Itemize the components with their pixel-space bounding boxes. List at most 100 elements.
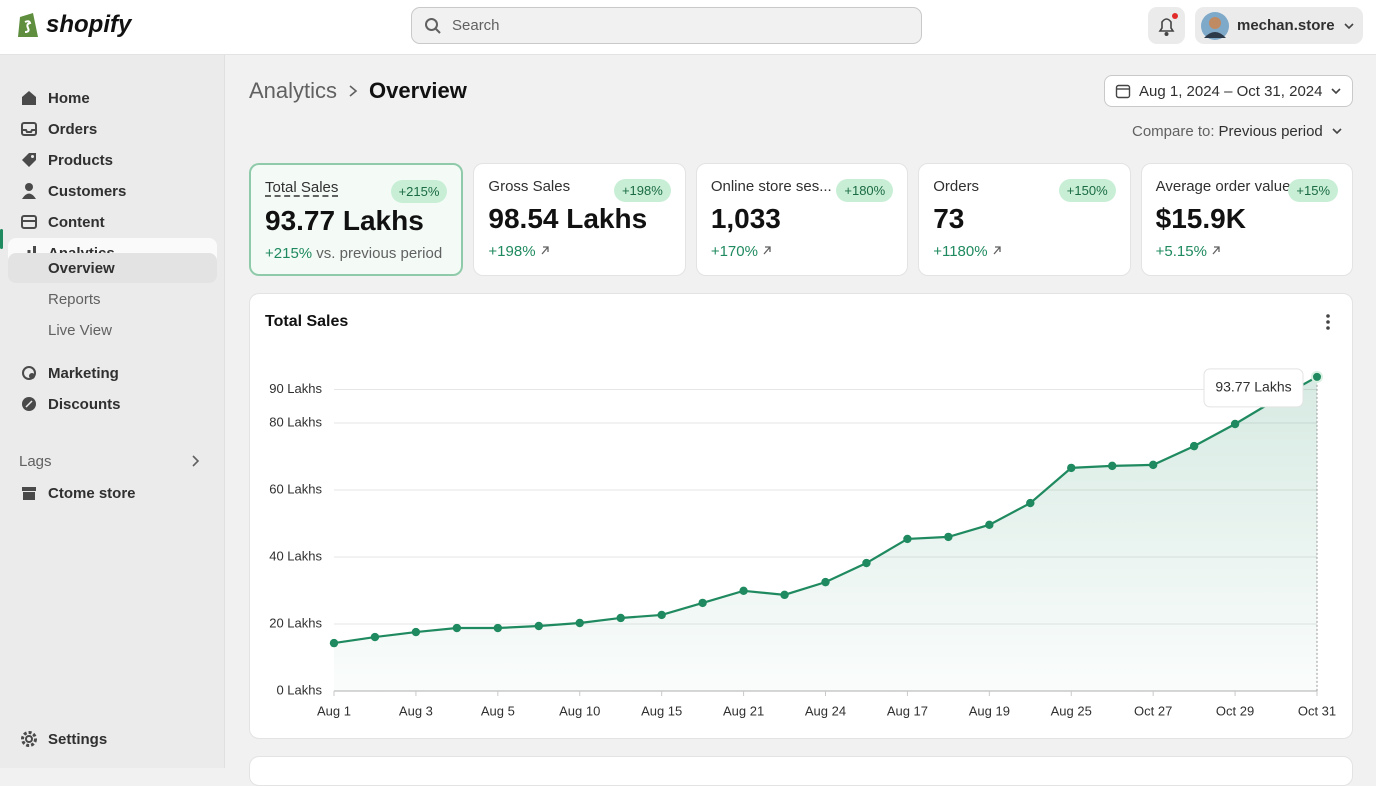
point bbox=[1067, 463, 1076, 473]
nav-label: Reports bbox=[48, 290, 101, 308]
notifications-button[interactable] bbox=[1148, 7, 1185, 44]
point bbox=[575, 618, 584, 628]
bell-icon bbox=[1158, 13, 1178, 36]
nav-sub-item[interactable]: Live View bbox=[8, 315, 217, 345]
metric-value: $15.9K bbox=[1155, 203, 1246, 234]
nav-item[interactable]: Customers bbox=[8, 176, 217, 206]
nav-icon bbox=[22, 153, 36, 167]
x-tick-label: Aug 19 bbox=[969, 703, 1010, 718]
nav-item[interactable]: Ctome store bbox=[8, 478, 217, 508]
y-tick-label: 90 Lakhs bbox=[269, 381, 322, 396]
y-tick-label: 20 Lakhs bbox=[269, 615, 322, 630]
nav-item[interactable]: Orders bbox=[8, 114, 217, 144]
nav-icon bbox=[22, 183, 36, 199]
logo-text: shopify bbox=[46, 11, 132, 38]
metric-change: +215% vs. previous period bbox=[265, 245, 447, 262]
change-value: +170% bbox=[710, 243, 758, 260]
nav-label: Settings bbox=[48, 730, 108, 748]
metric-change: +5.15% bbox=[1156, 243, 1338, 260]
metric-card[interactable]: Average order value +15% $15.9K +5.15% bbox=[1140, 163, 1354, 276]
metric-badge: +198% bbox=[613, 179, 671, 202]
sidebar: HomeOrdersProductsCustomersContentAnalyt… bbox=[0, 55, 225, 768]
point bbox=[452, 623, 462, 633]
metric-card[interactable]: Gross Sales +198% 98.54 Lakhs +198% bbox=[473, 163, 686, 276]
point bbox=[944, 532, 953, 542]
area bbox=[334, 376, 1317, 691]
compare-selector[interactable]: Compare to: Previous period bbox=[1132, 123, 1345, 140]
section-label: Lags bbox=[19, 452, 52, 470]
nav-icon bbox=[22, 397, 36, 411]
nav-item[interactable]: Products bbox=[8, 145, 217, 175]
x-tick-label: Aug 17 bbox=[887, 703, 928, 718]
top-bar: shopify Search mechan.store bbox=[0, 0, 1376, 55]
metric-card[interactable]: Orders +150% 73 +1180% bbox=[918, 163, 1131, 276]
breadcrumb: Analytics Overview bbox=[249, 78, 467, 104]
change-value: +5.15% bbox=[1155, 243, 1207, 260]
chevron bbox=[1343, 22, 1354, 29]
y-tick-label: 40 Lakhs bbox=[269, 548, 322, 563]
nav-icon bbox=[192, 455, 200, 467]
nav-item[interactable]: Marketing bbox=[8, 358, 217, 388]
metric-card[interactable]: Total Sales +215% 93.77 Lakhs +215% vs. pre… bbox=[249, 163, 464, 276]
point bbox=[862, 558, 871, 568]
date-range-picker[interactable]: Aug 1, 2024 – Oct 31, 2024 bbox=[1104, 75, 1353, 107]
x-tick-label: Oct 27 bbox=[1134, 703, 1172, 718]
nav-sub-item[interactable]: Reports bbox=[8, 284, 217, 314]
point bbox=[329, 638, 339, 648]
nav-item[interactable]: Home bbox=[8, 83, 217, 113]
breadcrumb-current: Overview bbox=[369, 78, 467, 103]
nav-label: Content bbox=[48, 213, 105, 231]
point bbox=[657, 610, 666, 620]
nav-item[interactable]: Settings bbox=[8, 724, 217, 754]
nav-label: Live View bbox=[48, 321, 112, 339]
search-box[interactable]: Search bbox=[411, 7, 922, 44]
point bbox=[1148, 460, 1158, 470]
point bbox=[739, 586, 748, 596]
x-tick-label: Aug 15 bbox=[641, 703, 682, 718]
trend-arrow bbox=[993, 246, 1001, 255]
metric-value: 1,033 bbox=[710, 203, 781, 234]
nav-label: Overview bbox=[48, 259, 115, 277]
chart-title: Total Sales bbox=[265, 313, 348, 330]
metric-value: 93.77 Lakhs bbox=[265, 205, 424, 236]
change-value: +215% bbox=[265, 245, 313, 262]
point bbox=[1026, 498, 1035, 508]
nav-label: Customers bbox=[48, 182, 127, 200]
metric-change: +1180% bbox=[933, 243, 1115, 260]
nav-sub-item[interactable]: Overview bbox=[8, 253, 217, 283]
chevron bbox=[1332, 128, 1342, 135]
nav-label: Orders bbox=[48, 120, 98, 138]
nav-label: Marketing bbox=[48, 364, 119, 382]
metric-title: Orders bbox=[933, 178, 980, 195]
chart-card: Total Sales 0 Lakhs 20 Lakhs 40 Lakhs 60 La… bbox=[249, 293, 1353, 739]
point bbox=[493, 623, 503, 633]
more-menu[interactable] bbox=[1326, 314, 1330, 330]
nav-icon bbox=[21, 215, 37, 229]
store-menu[interactable]: mechan.store bbox=[1195, 7, 1363, 44]
y-tick-label: 0 Lakhs bbox=[276, 682, 322, 697]
breadcrumb-parent[interactable]: Analytics bbox=[249, 78, 338, 103]
nav-icon bbox=[22, 487, 36, 500]
calendar-icon bbox=[1115, 84, 1131, 99]
metric-title: Online store ses... bbox=[710, 178, 832, 195]
logo[interactable]: shopify bbox=[16, 10, 131, 40]
point bbox=[1230, 419, 1240, 429]
x-tick-label: Aug 3 bbox=[399, 703, 433, 718]
nav-label: Home bbox=[48, 89, 90, 107]
nav-label: Discounts bbox=[48, 395, 121, 413]
point bbox=[1189, 441, 1199, 451]
metric-value: 73 bbox=[933, 203, 965, 234]
store-name: mechan.store bbox=[1237, 17, 1335, 34]
change-value: +198% bbox=[488, 243, 536, 260]
section-header[interactable]: Lags bbox=[8, 446, 217, 476]
metric-badge: +180% bbox=[836, 179, 894, 202]
metric-card[interactable]: Online store ses... +180% 1,033 +170% bbox=[695, 163, 909, 276]
nav-item[interactable]: Content bbox=[8, 207, 217, 237]
metric-title: Gross Sales bbox=[488, 178, 571, 195]
nav-item[interactable]: Discounts bbox=[8, 389, 217, 419]
active-indicator bbox=[0, 229, 3, 249]
date-range: Aug 1, 2024 – Oct 31, 2024 bbox=[1139, 82, 1323, 100]
search-icon bbox=[425, 17, 441, 34]
metric-value: 98.54 Lakhs bbox=[488, 203, 648, 234]
